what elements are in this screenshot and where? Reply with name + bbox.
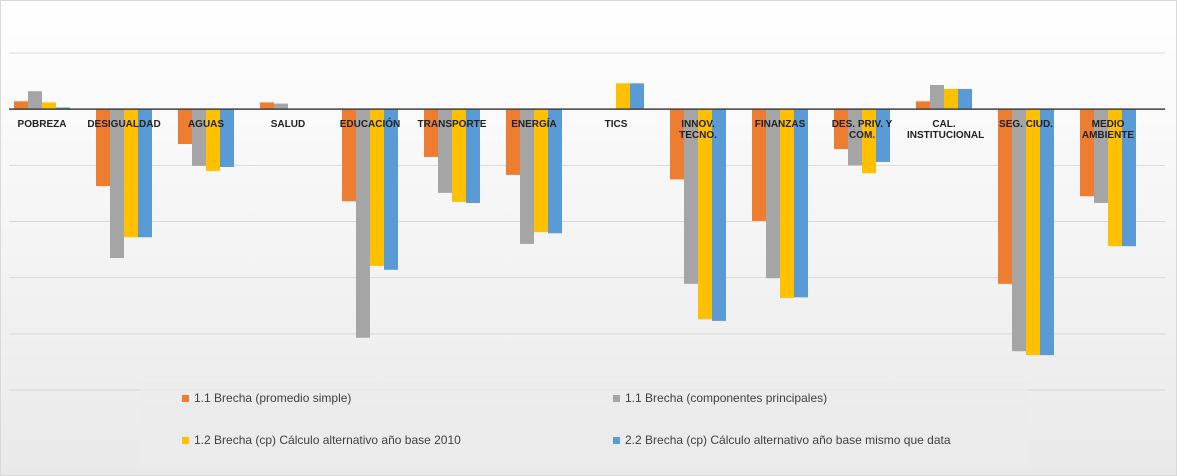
bar: [862, 109, 876, 174]
bar: [698, 109, 712, 320]
bar: [1122, 109, 1136, 247]
x-tick-label: AGUAS: [187, 119, 225, 131]
bar: [1108, 109, 1122, 247]
x-tick-label: SALUD: [270, 119, 306, 131]
bar: [834, 109, 848, 150]
bar: [506, 109, 520, 175]
bar: [534, 109, 548, 233]
legend-item: 1.1 Brecha (componentes principales): [613, 391, 827, 405]
x-tick-label: FINANZAS: [754, 119, 806, 131]
bar: [1012, 109, 1026, 352]
legend-item: 1.1 Brecha (promedio simple): [182, 391, 351, 405]
legend: 1.1 Brecha (promedio simple) 1.1 Brecha (…: [141, 382, 1028, 467]
bar: [424, 109, 438, 157]
x-tick-label: TRANSPORTE: [417, 119, 487, 131]
bar: [42, 102, 56, 110]
bar: [794, 109, 808, 298]
x-tick-label: TICS: [604, 119, 628, 131]
bar: [178, 109, 192, 144]
bar: [56, 107, 70, 110]
x-tick-label: INNOV. TECNO.: [679, 119, 717, 142]
bar: [356, 109, 370, 338]
x-tick-label: DESIGUALDAD: [87, 119, 161, 131]
bar: [28, 91, 42, 110]
bar: [848, 109, 862, 166]
bar: [342, 109, 356, 202]
bar: [630, 83, 644, 110]
legend-swatch: [613, 437, 620, 445]
legend-label: 1.1 Brecha (promedio simple): [194, 391, 352, 405]
bar: [916, 101, 930, 110]
bar: [766, 109, 780, 279]
bar: [206, 109, 220, 171]
bar: [1094, 109, 1108, 203]
bar: [616, 83, 630, 110]
bar: [384, 109, 398, 270]
x-tick-label: DES. PRIV. Y COM.: [831, 119, 893, 142]
x-tick-label: SEG. CIUD.: [999, 119, 1053, 131]
legend-label: 1.1 Brecha (componentes principales): [625, 391, 828, 405]
bar: [780, 109, 794, 298]
bar: [466, 109, 480, 203]
bar: [1026, 109, 1040, 356]
bar: [958, 88, 972, 110]
legend-item: 1.2 Brecha (cp) Cálculo alternativo año …: [182, 433, 461, 447]
x-tick-label: ENERGÍA: [511, 119, 557, 131]
bar: [670, 109, 684, 180]
legend-label: 2.2 Brecha (cp) Cálculo alternativo año …: [625, 433, 951, 447]
bar: [944, 88, 958, 110]
legend-swatch: [182, 395, 189, 403]
bar: [876, 109, 890, 162]
x-tick-label: POBREZA: [17, 119, 67, 131]
bar: [452, 109, 466, 202]
bar: [124, 109, 138, 238]
bar: [260, 102, 274, 110]
x-tick-label: MEDIO AMBIENTE: [1081, 119, 1135, 142]
bar: [998, 109, 1012, 284]
bar: [438, 109, 452, 193]
x-tick-label: CAL. INSTITUCIONAL: [907, 119, 985, 142]
legend-swatch: [613, 395, 620, 403]
bar: [1040, 109, 1054, 356]
bar: [220, 109, 234, 168]
bar: [96, 109, 110, 187]
bar: [138, 109, 152, 238]
x-tick-label: EDUCACIÓN: [339, 119, 401, 131]
bar: [274, 103, 288, 110]
bar: [752, 109, 766, 221]
bar: [14, 101, 28, 110]
bar: [192, 109, 206, 166]
legend-item: 2.2 Brecha (cp) Cálculo alternativo año …: [613, 433, 951, 447]
bar: [1080, 109, 1094, 197]
legend-swatch: [182, 437, 189, 445]
bar: [370, 109, 384, 266]
legend-label: 1.2 Brecha (cp) Cálculo alternativo año …: [194, 433, 461, 447]
bar: [110, 109, 124, 259]
bar: [520, 109, 534, 244]
bar: [930, 85, 944, 110]
bar: [684, 109, 698, 284]
bar: [712, 109, 726, 321]
bar: [548, 109, 562, 234]
